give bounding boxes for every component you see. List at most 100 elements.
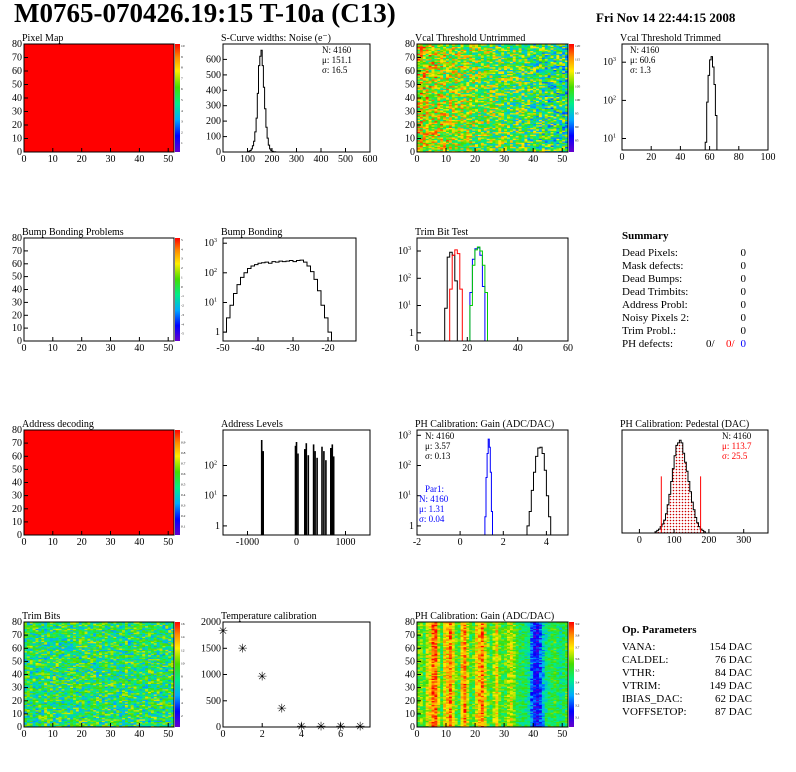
heatmap-cell xyxy=(530,64,534,66)
heatmap-cell xyxy=(454,71,458,73)
heatmap-cell xyxy=(553,126,557,128)
heatmap-cell xyxy=(477,77,482,80)
heatmap-cell xyxy=(29,712,33,715)
heatmap-cell xyxy=(454,141,458,143)
heatmap-cell xyxy=(469,77,473,80)
heatmap-cell xyxy=(457,83,461,85)
heatmap-cell xyxy=(507,118,511,120)
heatmap-cell xyxy=(454,114,458,116)
heatmap-cell xyxy=(35,662,39,665)
heatmap-cell xyxy=(507,102,511,104)
heatmap-cell xyxy=(512,118,517,120)
heatmap-cell xyxy=(507,108,511,111)
heatmap-cell xyxy=(486,81,490,84)
heatmap-cell xyxy=(29,724,33,726)
heatmap-cell xyxy=(538,142,543,145)
heatmap-cell xyxy=(562,122,566,124)
heatmap-cell xyxy=(451,133,456,135)
heatmap-cell xyxy=(492,81,496,84)
heatmap-cell xyxy=(425,130,429,133)
heatmap-cell xyxy=(440,130,444,133)
heatmap-cell xyxy=(501,69,505,72)
heatmap-cell xyxy=(437,71,441,73)
heatmap-cell xyxy=(448,146,453,149)
heatmap-cell xyxy=(425,114,429,116)
heatmap-cell xyxy=(472,65,476,68)
heatmap-cell xyxy=(492,64,496,66)
heatmap-cell xyxy=(492,77,496,80)
heatmap-cell xyxy=(512,79,517,81)
heatmap-cell xyxy=(541,134,546,137)
heatmap-cell xyxy=(422,145,427,147)
heatmap-cell xyxy=(524,88,528,91)
heatmap-cell xyxy=(434,125,438,127)
heatmap-cell xyxy=(463,95,467,97)
heatmap-cell xyxy=(486,114,490,116)
heatmap-cell xyxy=(524,112,528,115)
x-tick-label: 40 xyxy=(528,154,538,165)
heatmap-cell xyxy=(451,69,456,72)
heatmap-cell xyxy=(512,131,517,134)
heatmap-cell xyxy=(483,93,487,96)
heatmap-cell xyxy=(559,134,563,137)
heatmap-cell xyxy=(547,108,551,111)
heatmap-cell xyxy=(530,61,534,64)
heatmap-cell xyxy=(504,95,508,97)
y-tick-label: 0 xyxy=(410,147,415,158)
heatmap-cell xyxy=(428,141,432,143)
heatmap-cell xyxy=(527,131,531,134)
heatmap-cell xyxy=(32,702,36,704)
heatmap-cell xyxy=(544,54,548,57)
heatmap-cell xyxy=(440,45,444,47)
heatmap-cell xyxy=(431,65,435,68)
heatmap-cell xyxy=(38,682,42,684)
heatmap-cell xyxy=(448,104,453,107)
heatmap-cell xyxy=(512,66,517,69)
heatmap-cell xyxy=(527,126,531,128)
heatmap-cell xyxy=(26,706,31,708)
heatmap-cell xyxy=(504,88,508,91)
heatmap-cell xyxy=(428,131,432,134)
y-tick-label: 101 xyxy=(204,491,217,502)
heatmap-cell xyxy=(475,126,479,128)
heatmap-cell xyxy=(486,85,490,88)
heatmap-cell xyxy=(541,131,546,134)
heatmap-cell xyxy=(556,100,560,103)
heatmap-cell xyxy=(425,44,429,46)
heatmap-cell xyxy=(24,696,28,699)
heatmap-cell xyxy=(498,100,502,103)
heatmap-cell xyxy=(559,99,563,101)
heatmap-cell xyxy=(466,146,470,149)
heatmap-cell xyxy=(533,149,537,151)
heatmap-cell xyxy=(504,108,508,111)
heatmap-cell xyxy=(533,133,537,135)
heatmap-cell xyxy=(417,127,421,130)
heatmap-cell xyxy=(533,93,537,96)
heatmap-cell xyxy=(437,146,441,149)
heatmap-cell xyxy=(480,143,485,146)
heatmap-cell xyxy=(443,61,447,64)
heatmap-cell xyxy=(524,118,528,120)
heatmap-cell xyxy=(466,122,470,124)
heatmap-cell xyxy=(530,131,534,134)
heatmap-cell xyxy=(29,704,33,707)
heatmap-cell xyxy=(419,135,424,138)
heatmap-cell xyxy=(533,73,537,76)
heatmap-cell xyxy=(515,98,519,100)
heatmap-cell xyxy=(527,116,531,119)
heatmap-cell xyxy=(492,114,496,116)
heatmap-cell xyxy=(556,102,560,104)
heatmap-cell xyxy=(431,103,435,106)
heatmap-cell xyxy=(417,110,421,112)
heatmap-cell xyxy=(521,57,525,60)
heatmap-cell xyxy=(565,150,569,153)
heatmap-cell xyxy=(495,126,499,128)
heatmap-cell xyxy=(565,81,569,84)
heatmap-cell xyxy=(492,79,496,81)
heatmap-cell xyxy=(26,625,31,628)
heatmap-cell xyxy=(498,129,502,131)
heatmap-cell xyxy=(518,54,522,57)
heatmap-cell xyxy=(457,102,461,104)
heatmap-cell xyxy=(515,77,519,80)
heatmap-cell xyxy=(454,49,458,52)
